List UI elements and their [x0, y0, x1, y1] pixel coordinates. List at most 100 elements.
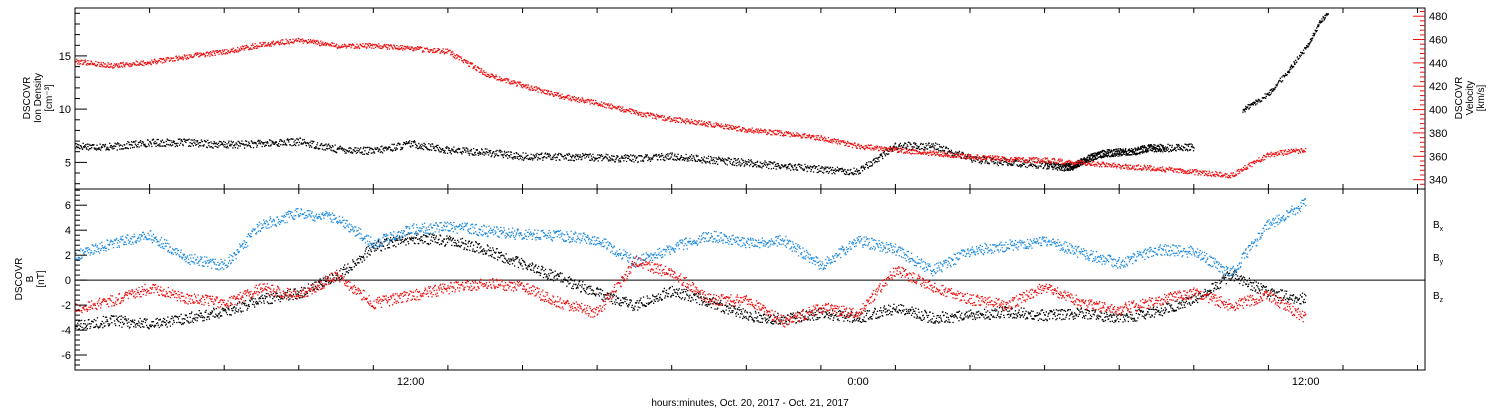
data-point	[756, 161, 758, 163]
data-point	[1290, 66, 1292, 68]
data-point	[139, 62, 141, 64]
data-point	[308, 144, 310, 146]
data-point	[1134, 149, 1137, 151]
data-point	[813, 135, 815, 137]
data-point	[609, 107, 612, 109]
data-point	[774, 161, 776, 163]
data-point	[629, 108, 631, 110]
data-point	[1250, 162, 1253, 164]
data-point	[907, 145, 909, 148]
data-point	[1133, 167, 1135, 169]
data-point	[216, 50, 218, 52]
data-point	[912, 152, 914, 154]
data-point	[964, 154, 966, 156]
data-point	[1219, 171, 1221, 173]
data-point	[876, 145, 878, 147]
data-point	[447, 50, 449, 53]
data-point	[616, 155, 618, 157]
data-point	[556, 93, 558, 95]
data-point	[709, 160, 711, 163]
data-point	[451, 53, 453, 56]
data-point	[906, 144, 908, 146]
data-point	[664, 120, 666, 122]
data-point	[1142, 149, 1144, 151]
data-point	[836, 169, 838, 172]
data-point	[723, 128, 726, 130]
data-point	[469, 63, 472, 65]
data-point	[452, 148, 454, 151]
data-point	[1158, 169, 1160, 171]
data-point	[429, 50, 432, 52]
data-point	[1156, 148, 1159, 150]
data-point	[150, 143, 152, 145]
data-point	[127, 141, 129, 143]
data-point	[238, 50, 240, 52]
data-point	[548, 93, 550, 95]
data-point	[110, 144, 112, 147]
data-point	[1169, 149, 1172, 151]
data-point	[1243, 109, 1246, 112]
data-point	[664, 118, 667, 120]
data-point	[810, 137, 812, 140]
data-point	[292, 38, 294, 40]
data-point	[626, 154, 628, 156]
data-point	[831, 140, 833, 142]
data-point	[1124, 150, 1126, 152]
data-point	[607, 104, 609, 107]
data-point	[89, 144, 91, 146]
data-point	[911, 146, 913, 148]
data-point	[849, 172, 851, 175]
data-point	[325, 44, 327, 47]
data-point	[219, 50, 221, 53]
data-point	[881, 149, 883, 152]
data-point	[774, 165, 776, 167]
data-point	[665, 156, 667, 158]
data-point	[821, 139, 824, 141]
data-point	[76, 145, 78, 147]
data-point	[120, 144, 122, 146]
data-point	[410, 142, 412, 145]
data-point	[703, 121, 705, 123]
data-point	[836, 143, 839, 145]
data-point	[166, 59, 168, 61]
data-point	[479, 152, 482, 154]
data-point	[466, 62, 468, 64]
data-point	[378, 148, 380, 150]
data-point	[481, 68, 483, 70]
data-point	[833, 140, 835, 142]
data-point	[110, 62, 112, 65]
data-point	[1176, 171, 1178, 173]
data-point	[1214, 175, 1216, 178]
data-point	[856, 168, 858, 170]
data-point	[491, 75, 493, 78]
data-point	[937, 148, 939, 150]
data-point	[410, 146, 412, 148]
data-point	[1124, 153, 1126, 155]
data-point	[848, 142, 850, 144]
data-point	[635, 109, 637, 112]
data-point	[138, 63, 141, 65]
data-point	[1050, 162, 1052, 164]
data-point	[179, 138, 181, 140]
data-point	[221, 143, 223, 145]
data-point	[1242, 170, 1244, 172]
data-point	[597, 154, 599, 156]
data-point	[252, 47, 255, 49]
data-point	[740, 158, 743, 160]
data-point	[77, 59, 79, 62]
data-point	[1179, 168, 1182, 171]
data-point	[1184, 143, 1186, 145]
data-point	[897, 147, 899, 149]
data-point	[209, 55, 211, 57]
data-point	[1208, 174, 1210, 177]
data-point	[1307, 43, 1309, 45]
data-point	[386, 48, 388, 50]
data-point	[984, 158, 987, 160]
data-point	[839, 143, 841, 145]
data-point	[646, 112, 648, 114]
data-point	[530, 158, 532, 161]
data-point	[322, 41, 324, 43]
data-point	[163, 141, 165, 144]
data-point	[239, 142, 241, 144]
data-point	[256, 146, 258, 148]
